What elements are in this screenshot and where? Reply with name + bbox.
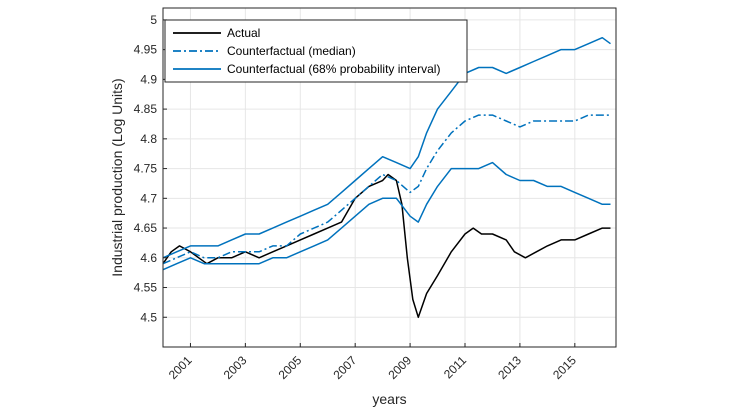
series-line-1	[162, 114, 611, 265]
y-tick-label: 4.85	[134, 102, 158, 116]
y-tick-label: 4.55	[134, 281, 158, 295]
x-tick-label: 2011	[441, 353, 469, 381]
legend-label: Counterfactual (68% probability interval…	[227, 62, 440, 76]
y-tick-label: 4.75	[134, 162, 158, 176]
plot-frame	[162, 7, 617, 348]
y-tick-label: 4.8	[140, 132, 157, 146]
axis-ticks: 2001 2003 2005 2007 2009 2011 2013 2015 4.5 4.55 4…	[134, 13, 580, 382]
y-tick-label: 4.65	[134, 221, 158, 235]
x-tick-label: 2015	[550, 353, 579, 382]
legend-box	[164, 19, 468, 83]
x-tick-label: 2007	[331, 353, 360, 382]
x-tick-label: 2001	[166, 353, 195, 382]
y-tick-label: 4.9	[140, 72, 157, 86]
y-tick-label: 5	[150, 13, 157, 27]
x-tick-label: 2013	[495, 353, 524, 382]
legend: Actual Counterfactual (median) Counterfact…	[164, 19, 468, 83]
y-axis-label: Industrial production (Log Units)	[109, 78, 125, 276]
y-tick-label: 4.5	[140, 310, 157, 324]
legend-label: Counterfactual (median)	[227, 44, 356, 58]
series-line-0	[162, 173, 611, 319]
series-lines	[162, 36, 611, 319]
series-line-3	[162, 161, 611, 271]
x-tick-label: 2005	[276, 353, 305, 382]
y-tick-label: 4.7	[140, 191, 157, 205]
x-tick-label: 2009	[385, 353, 414, 382]
x-tick-label: 2003	[221, 353, 250, 382]
y-tick-label: 4.95	[134, 43, 158, 57]
y-tick-label: 4.6	[140, 251, 157, 265]
series-line-2	[162, 36, 611, 259]
x-axis-label: years	[372, 391, 406, 407]
legend-label: Actual	[227, 26, 260, 40]
